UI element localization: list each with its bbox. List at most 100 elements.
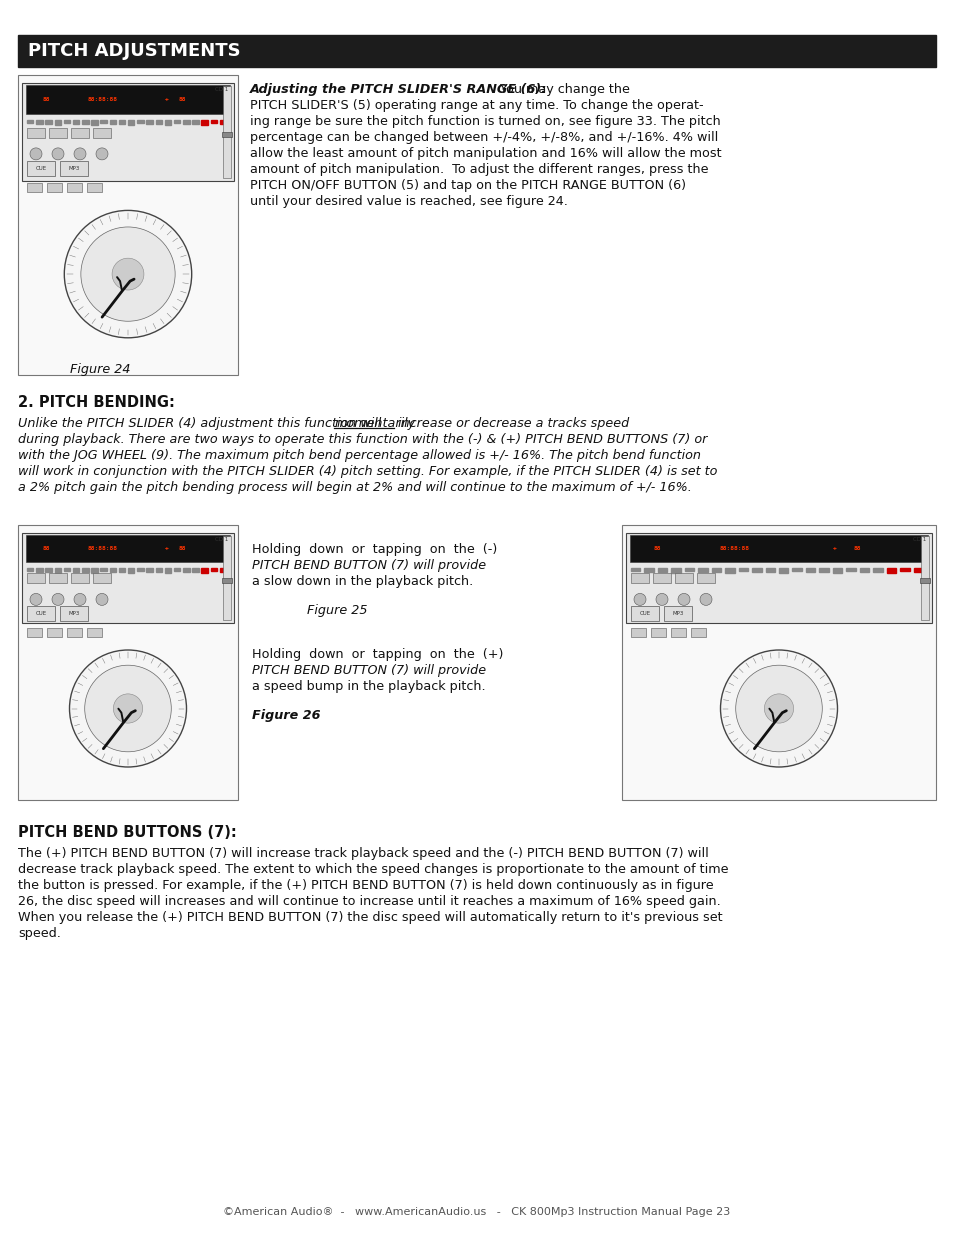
Bar — [223, 536, 231, 620]
Text: ing range be sure the pitch function is turned on, see figure 33. The pitch: ing range be sure the pitch function is … — [250, 115, 720, 128]
Bar — [913, 568, 922, 572]
Text: MP3: MP3 — [672, 611, 683, 616]
Bar — [222, 578, 232, 583]
Circle shape — [74, 148, 86, 159]
Bar — [650, 629, 665, 637]
Bar — [60, 606, 88, 621]
Circle shape — [64, 210, 192, 338]
Bar — [165, 120, 171, 125]
Bar — [54, 120, 61, 125]
Bar — [832, 568, 841, 573]
Text: PITCH BEND BUTTON (7) will provide: PITCH BEND BUTTON (7) will provide — [252, 664, 486, 677]
Bar — [223, 86, 231, 178]
Circle shape — [113, 694, 143, 724]
Bar — [698, 568, 707, 572]
Bar — [630, 606, 659, 621]
Text: Figure 26: Figure 26 — [252, 709, 320, 721]
Bar — [100, 120, 107, 124]
Bar — [792, 568, 801, 571]
Bar — [859, 568, 868, 572]
Text: momentarily: momentarily — [334, 417, 415, 430]
Text: 88: 88 — [42, 546, 50, 551]
Bar — [110, 568, 116, 572]
Text: until your desired value is reached, see figure 24.: until your desired value is reached, see… — [250, 195, 567, 207]
Text: 88: 88 — [42, 98, 50, 103]
Bar — [222, 132, 232, 137]
Bar — [751, 568, 760, 572]
Bar — [919, 578, 929, 583]
Bar — [899, 568, 908, 571]
Text: CUE: CUE — [35, 165, 47, 170]
Bar — [872, 568, 882, 572]
Bar — [173, 120, 180, 124]
Bar — [27, 161, 55, 175]
Bar — [738, 568, 747, 571]
Text: You may change the: You may change the — [496, 83, 629, 96]
Bar — [119, 568, 125, 572]
Bar — [644, 568, 653, 572]
Bar — [91, 120, 97, 125]
Text: decrease track playback speed. The extent to which the speed changes is proporti: decrease track playback speed. The exten… — [18, 863, 728, 876]
Bar — [621, 525, 935, 800]
Text: Figure 25: Figure 25 — [307, 604, 367, 616]
Text: the button is pressed. For example, if the (+) PITCH BEND BUTTON (7) is held dow: the button is pressed. For example, if t… — [18, 879, 713, 892]
Text: Figure 24: Figure 24 — [70, 363, 131, 375]
Text: a slow down in the playback pitch.: a slow down in the playback pitch. — [252, 576, 473, 588]
Bar — [91, 568, 97, 573]
Bar — [219, 568, 226, 572]
Bar — [630, 568, 639, 571]
Bar — [22, 534, 233, 622]
Bar — [64, 568, 71, 571]
Bar — [71, 573, 89, 583]
Bar — [71, 128, 89, 138]
Text: increase or decrease a tracks speed: increase or decrease a tracks speed — [394, 417, 629, 430]
Bar — [36, 120, 43, 124]
Bar — [27, 606, 55, 621]
Text: +: + — [165, 546, 169, 551]
Circle shape — [112, 258, 144, 290]
Bar — [697, 573, 714, 583]
Text: Holding  down  or  tapping  on  the  (+): Holding down or tapping on the (+) — [252, 648, 503, 661]
Text: MP3: MP3 — [69, 611, 80, 616]
Text: PITCH ON/OFF BUTTON (5) and tap on the PITCH RANGE BUTTON (6): PITCH ON/OFF BUTTON (5) and tap on the P… — [250, 179, 685, 191]
Bar — [46, 568, 51, 572]
Bar — [27, 573, 45, 583]
Bar — [46, 120, 51, 125]
Bar — [671, 568, 680, 573]
Circle shape — [656, 593, 667, 605]
Text: allow the least amount of pitch manipulation and 16% will allow the most: allow the least amount of pitch manipula… — [250, 147, 720, 161]
Bar — [625, 534, 931, 622]
Bar — [26, 535, 230, 562]
Text: 88:88:88: 88:88:88 — [719, 546, 749, 551]
Circle shape — [30, 593, 42, 605]
Bar — [27, 120, 33, 124]
Circle shape — [30, 148, 42, 159]
Bar — [663, 606, 691, 621]
Bar — [47, 183, 62, 191]
Bar — [72, 568, 79, 572]
Circle shape — [634, 593, 645, 605]
Bar — [201, 120, 208, 125]
Bar — [183, 120, 190, 124]
Bar — [18, 525, 237, 800]
Bar — [47, 629, 62, 637]
Bar — [72, 120, 79, 124]
Bar — [690, 629, 705, 637]
Bar — [67, 183, 82, 191]
Bar — [60, 161, 88, 175]
Text: Holding  down  or  tapping  on  the  (-): Holding down or tapping on the (-) — [252, 543, 497, 556]
Bar — [67, 629, 82, 637]
Bar — [629, 535, 927, 562]
Bar — [82, 120, 89, 125]
Bar — [27, 128, 45, 138]
Bar — [711, 568, 720, 572]
Bar — [670, 629, 685, 637]
Circle shape — [678, 593, 689, 605]
Bar — [193, 120, 198, 125]
Circle shape — [700, 593, 711, 605]
Text: +: + — [165, 98, 169, 103]
Bar — [630, 573, 648, 583]
Bar — [155, 568, 162, 572]
Text: 26, the disc speed will increases and will continue to increase until it reaches: 26, the disc speed will increases and wi… — [18, 895, 720, 908]
Text: CUE: CUE — [35, 611, 47, 616]
